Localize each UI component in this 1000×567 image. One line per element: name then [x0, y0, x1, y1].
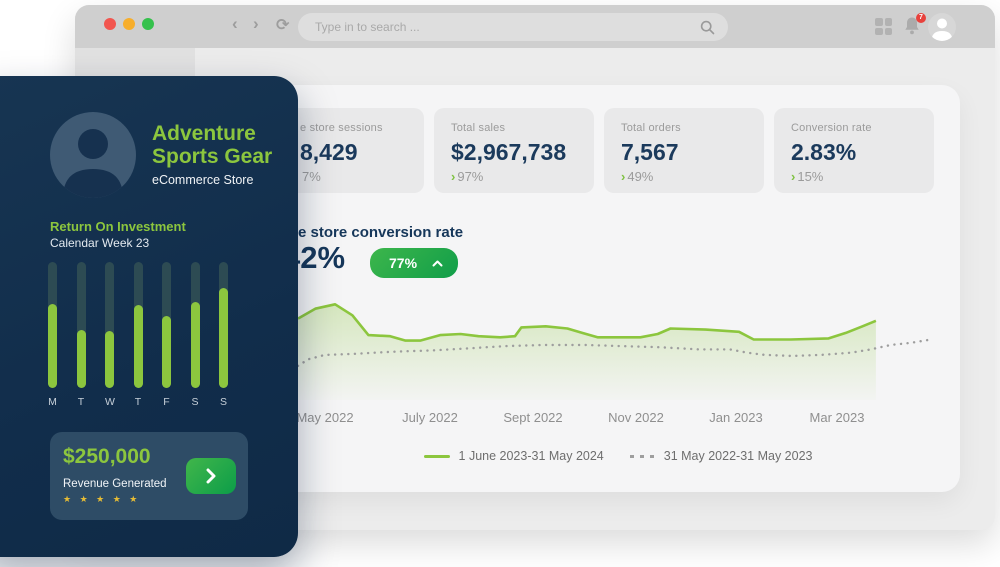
stat-delta: › 15% [791, 169, 824, 184]
apps-grid-icon[interactable] [875, 18, 892, 35]
stat-label: Total orders [621, 122, 681, 134]
chart-title: e store conversion rate [298, 224, 464, 241]
revenue-label: Revenue Generated [63, 478, 167, 490]
roi-bar-t1 [76, 262, 86, 388]
roi-bar-w2 [105, 262, 114, 388]
roi-bar-m0 [48, 262, 57, 388]
search-input[interactable] [298, 13, 728, 41]
weekly-roi-bar-chart [48, 262, 228, 388]
chevron-right-icon [206, 468, 216, 484]
search-icon [700, 20, 715, 40]
stat-value: 7,567 [621, 139, 679, 165]
x-tick: May 2022 [296, 410, 354, 425]
conversion-rate-chart [296, 290, 938, 400]
conversion-area-fill [298, 304, 876, 400]
roi-bar-s6 [219, 262, 228, 388]
roi-bar-f4 [162, 262, 171, 388]
close-window-button[interactable] [104, 18, 116, 30]
legend-item-previous-period: 31 May 2022-31 May 2023 [629, 449, 813, 463]
previous-period-line [296, 338, 933, 368]
star-rating: ★ ★ ★ ★ ★ [63, 494, 141, 504]
x-tick: July 2022 [402, 410, 458, 425]
roi-bar-t3 [133, 262, 143, 388]
weekday-label: S [191, 396, 199, 408]
browser-window: ‹ › ⟳ 7 e store sessions 8,429 7% Total … [75, 5, 995, 530]
x-tick: Mar 2023 [809, 410, 865, 425]
roi-overlay-card: Adventure Sports Gear eCommerce Store Re… [0, 76, 298, 557]
chart-x-axis: May 2022 July 2022 Sept 2022 Nov 2022 Ja… [296, 410, 938, 428]
up-chevron-icon: › [451, 169, 456, 184]
weekday-label: M [48, 396, 57, 408]
roi-bar-s5 [190, 262, 200, 388]
minimize-window-button[interactable] [123, 18, 135, 30]
legend-label: 1 June 2023-31 May 2024 [458, 449, 604, 463]
maximize-window-button[interactable] [142, 18, 154, 30]
stat-delta: › 97% [451, 169, 484, 184]
brand-subtitle: eCommerce Store [152, 173, 254, 187]
stat-value: $2,967,738 [451, 139, 567, 165]
up-chevron-icon: › [791, 169, 796, 184]
weekday-label: W [105, 396, 115, 408]
stat-label: e store sessions [300, 122, 383, 134]
chevron-up-icon [432, 260, 443, 266]
user-avatar[interactable] [928, 13, 956, 41]
stat-delta: 7% [302, 169, 321, 184]
stat-card-total-orders: Total orders 7,567 › 49% [604, 108, 764, 193]
stat-card-total-sales: Total sales $2,967,738 › 97% [434, 108, 594, 193]
stat-card-conversion-rate: Conversion rate 2.83% › 15% [774, 108, 934, 193]
refresh-icon[interactable]: ⟳ [276, 17, 290, 34]
brand-name-line1: Adventure [152, 122, 256, 145]
stat-label: Conversion rate [791, 122, 872, 134]
weekday-label: F [163, 396, 170, 408]
brand-block: Adventure Sports Gear eCommerce Store [152, 122, 272, 187]
legend-label: 31 May 2022-31 May 2023 [663, 449, 813, 463]
store-avatar [50, 112, 136, 198]
roi-section-title: Return On Investment [50, 219, 186, 234]
up-chevron-icon: › [621, 169, 626, 184]
revenue-amount: $250,000 [63, 445, 151, 468]
x-tick: Sept 2022 [503, 410, 563, 425]
brand-name-line2: Sports Gear [152, 145, 273, 168]
stat-label: Total sales [451, 122, 506, 134]
dotted-line-swatch [629, 454, 655, 458]
back-icon[interactable]: ‹ [232, 14, 238, 33]
growth-badge-value: 77% [389, 255, 418, 271]
legend-item-current-period: 1 June 2023-31 May 2024 [423, 449, 604, 463]
notifications-bell-icon[interactable]: 7 [903, 13, 926, 38]
dashboard-panel: e store sessions 8,429 7% Total sales $2… [220, 85, 960, 492]
notification-badge: 7 [916, 13, 926, 23]
growth-badge-button[interactable]: 77% [370, 248, 458, 278]
roi-section-subtitle: Calendar Week 23 [50, 236, 150, 250]
forward-icon[interactable]: › [253, 14, 259, 33]
stat-value: 8,429 [300, 139, 358, 165]
weekday-label: S [219, 396, 227, 408]
weekday-label: T [77, 396, 85, 408]
x-tick: Jan 2023 [709, 410, 763, 425]
solid-line-swatch [423, 454, 450, 458]
chart-legend: 1 June 2023-31 May 2024 31 May 2022-31 M… [298, 449, 938, 463]
stat-value: 2.83% [791, 139, 857, 165]
revenue-details-button[interactable] [186, 458, 236, 494]
stat-delta: › 49% [621, 169, 654, 184]
x-tick: Nov 2022 [608, 410, 664, 425]
revenue-card: $250,000 Revenue Generated ★ ★ ★ ★ ★ [50, 432, 248, 520]
current-period-line [297, 303, 877, 342]
weekday-label: T [134, 396, 142, 408]
browser-toolbar: ‹ › ⟳ 7 [75, 5, 995, 48]
